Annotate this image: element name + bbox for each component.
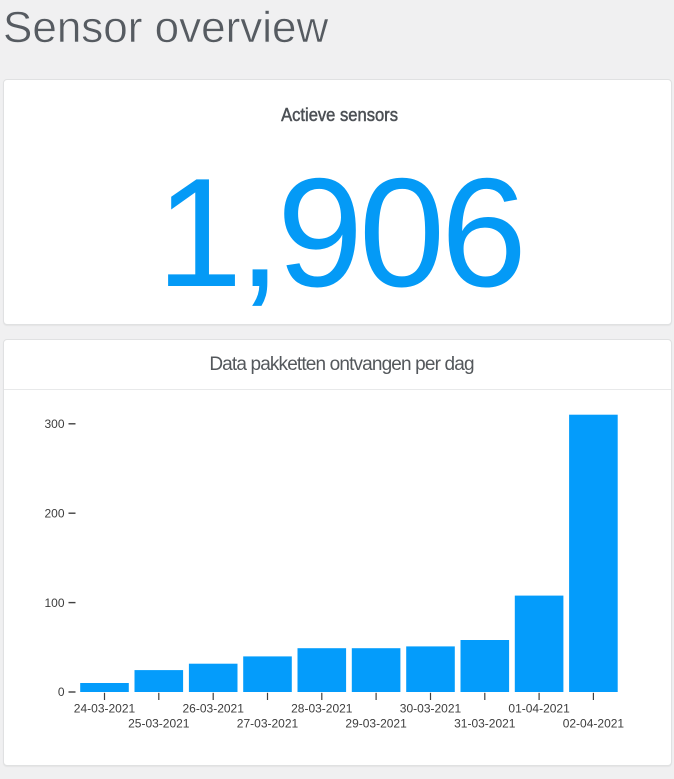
svg-text:01-04-2021: 01-04-2021 (508, 701, 570, 715)
svg-text:300: 300 (44, 417, 64, 431)
svg-text:200: 200 (44, 506, 64, 520)
svg-text:27-03-2021: 27-03-2021 (237, 716, 299, 730)
svg-text:28-03-2021: 28-03-2021 (291, 701, 353, 715)
svg-text:29-03-2021: 29-03-2021 (345, 716, 407, 730)
svg-text:30-03-2021: 30-03-2021 (400, 701, 462, 715)
svg-text:31-03-2021: 31-03-2021 (454, 716, 516, 730)
svg-text:0: 0 (58, 685, 65, 699)
svg-text:100: 100 (44, 596, 64, 610)
svg-text:24-03-2021: 24-03-2021 (74, 701, 136, 715)
svg-text:25-03-2021: 25-03-2021 (128, 716, 190, 730)
svg-text:02-04-2021: 02-04-2021 (563, 716, 625, 730)
svg-text:26-03-2021: 26-03-2021 (183, 701, 245, 715)
